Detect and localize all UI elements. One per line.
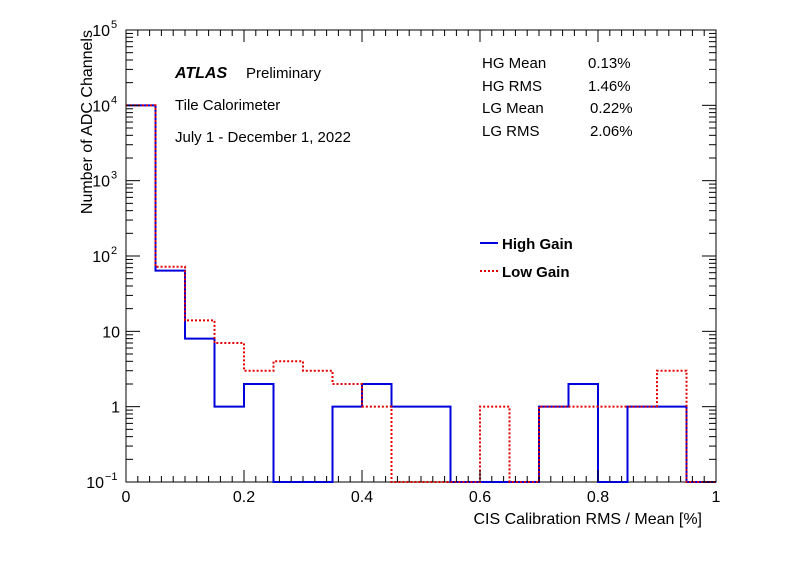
y-tick-exponent: 3 xyxy=(111,170,117,182)
y-tick-label: 10 xyxy=(92,98,110,115)
legend-label-low-gain: Low Gain xyxy=(502,264,570,281)
stat-label: HG Mean xyxy=(482,55,546,72)
x-tick-label: 0.6 xyxy=(469,489,491,506)
x-tick-label: 0.8 xyxy=(587,489,609,506)
period-label: July 1 - December 1, 2022 xyxy=(175,129,351,146)
stat-value: 0.22% xyxy=(590,100,633,117)
stat-label: HG RMS xyxy=(482,78,542,95)
x-tick-label: 0.2 xyxy=(233,489,255,506)
y-tick-label: 1 xyxy=(111,400,120,417)
preliminary-label: Preliminary xyxy=(246,65,322,82)
x-tick-label: 0.4 xyxy=(351,489,373,506)
y-axis-title: Number of ADC Channels xyxy=(79,30,96,214)
y-tick-label: 10 xyxy=(92,23,110,40)
series-line-high-gain xyxy=(126,104,716,483)
y-tick-exponent: 2 xyxy=(111,245,117,257)
y-tick-exponent: 4 xyxy=(111,94,117,106)
y-tick-exponent: 5 xyxy=(111,19,117,31)
x-axis-title: CIS Calibration RMS / Mean [%] xyxy=(473,511,702,528)
y-tick-label: 10 xyxy=(102,324,120,341)
atlas-label: ATLAS xyxy=(174,65,227,82)
y-tick-label: 10 xyxy=(92,249,110,266)
stat-value: 1.46% xyxy=(588,78,631,95)
y-tick-label: 10 xyxy=(86,475,104,492)
series-line-low-gain xyxy=(126,104,716,483)
stats-box: HG Mean 0.13% HG RMS 1.46% LG Mean 0.22%… xyxy=(482,55,633,140)
stat-label: LG Mean xyxy=(482,100,544,117)
x-tick-label: 0 xyxy=(122,489,131,506)
legend: High Gain Low Gain xyxy=(480,236,573,281)
legend-label-high-gain: High Gain xyxy=(502,236,573,253)
x-tick-label: 1 xyxy=(712,489,721,506)
stat-value: 2.06% xyxy=(590,123,633,140)
stat-label: LG RMS xyxy=(482,123,540,140)
stat-value: 0.13% xyxy=(588,55,631,72)
y-tick-label: 10 xyxy=(92,174,110,191)
y-tick-exponent: −1 xyxy=(105,471,118,483)
detector-label: Tile Calorimeter xyxy=(175,97,280,114)
